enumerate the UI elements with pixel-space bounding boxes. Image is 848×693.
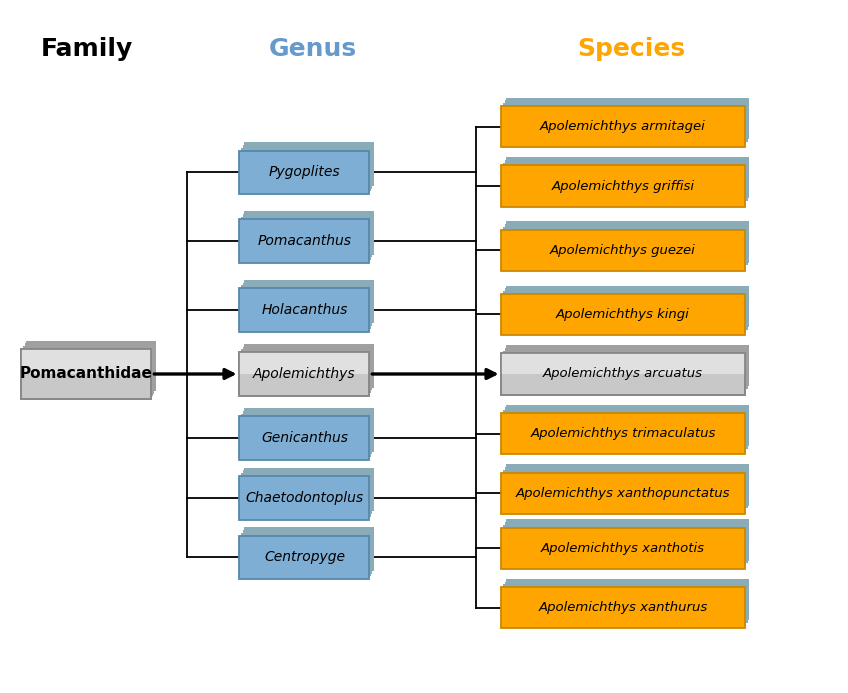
Text: Species: Species xyxy=(577,37,685,60)
Bar xyxy=(243,346,372,390)
Bar xyxy=(241,217,371,260)
Text: Apolemichthys xanthurus: Apolemichthys xanthurus xyxy=(538,602,708,614)
Bar xyxy=(503,351,746,392)
Bar xyxy=(505,581,748,623)
Bar xyxy=(239,150,370,194)
Bar xyxy=(239,352,370,374)
Bar xyxy=(501,166,745,207)
Bar xyxy=(21,349,152,399)
Text: Pygoplites: Pygoplites xyxy=(269,166,340,179)
Bar xyxy=(241,414,371,457)
Bar xyxy=(503,103,746,144)
Bar xyxy=(244,408,374,452)
Bar xyxy=(505,467,748,508)
Bar xyxy=(243,214,372,257)
Bar xyxy=(244,211,374,254)
Bar xyxy=(503,291,746,332)
Text: Genus: Genus xyxy=(269,37,357,60)
Bar xyxy=(505,288,748,330)
Bar xyxy=(243,283,372,326)
Bar xyxy=(243,530,372,574)
Bar xyxy=(241,473,371,517)
Text: Apolemichthys arcuatus: Apolemichthys arcuatus xyxy=(543,367,703,380)
Bar xyxy=(244,527,374,571)
Bar xyxy=(505,348,748,389)
Bar xyxy=(506,221,750,263)
Text: Apolemichthys: Apolemichthys xyxy=(253,367,356,381)
Bar xyxy=(241,286,371,329)
Bar xyxy=(239,352,370,396)
Bar xyxy=(501,473,745,514)
Bar xyxy=(241,533,371,577)
Bar xyxy=(239,536,370,579)
Bar xyxy=(503,163,746,204)
Text: Holacanthus: Holacanthus xyxy=(261,303,348,317)
Bar xyxy=(244,468,374,511)
Text: Family: Family xyxy=(41,37,132,60)
Bar xyxy=(503,584,746,626)
Bar xyxy=(23,346,153,396)
Bar xyxy=(506,286,750,327)
Bar xyxy=(506,157,750,198)
Bar xyxy=(505,224,748,265)
Bar xyxy=(501,587,745,629)
Bar xyxy=(501,353,745,394)
Bar xyxy=(505,522,748,563)
Text: Apolemichthys xanthopunctatus: Apolemichthys xanthopunctatus xyxy=(516,486,730,500)
Bar xyxy=(505,160,748,201)
Bar xyxy=(21,349,152,374)
Text: Apolemichthys griffisi: Apolemichthys griffisi xyxy=(551,179,695,193)
Text: Chaetodontoplus: Chaetodontoplus xyxy=(245,491,364,505)
Bar xyxy=(241,148,371,191)
Bar xyxy=(501,294,745,335)
Bar xyxy=(501,229,745,271)
Text: Pomacanthidae: Pomacanthidae xyxy=(20,367,153,382)
Text: Apolemichthys guezei: Apolemichthys guezei xyxy=(550,244,696,257)
Bar xyxy=(21,349,152,399)
Text: Apolemichthys xanthotis: Apolemichthys xanthotis xyxy=(541,542,705,554)
Bar xyxy=(239,352,370,396)
Bar xyxy=(243,145,372,188)
Bar xyxy=(503,470,746,511)
Bar xyxy=(506,519,750,561)
Bar xyxy=(243,411,372,455)
Bar xyxy=(503,227,746,268)
Bar xyxy=(239,288,370,332)
Bar xyxy=(243,471,372,514)
Bar xyxy=(25,343,154,394)
Text: Centropyge: Centropyge xyxy=(264,550,345,564)
Bar xyxy=(26,340,156,391)
Text: Genicanthus: Genicanthus xyxy=(261,431,348,445)
Bar xyxy=(501,527,745,569)
Text: Pomacanthus: Pomacanthus xyxy=(258,234,351,248)
Bar xyxy=(505,100,748,141)
Bar xyxy=(501,353,745,374)
Text: Apolemichthys armitagei: Apolemichthys armitagei xyxy=(540,120,706,133)
Bar xyxy=(241,349,371,393)
Bar xyxy=(244,280,374,324)
Bar xyxy=(505,407,748,448)
Bar xyxy=(244,344,374,387)
Bar xyxy=(506,345,750,387)
Bar xyxy=(503,525,746,566)
Bar xyxy=(506,98,750,139)
Bar xyxy=(501,413,745,454)
Bar xyxy=(503,410,746,451)
Bar xyxy=(239,416,370,460)
Bar xyxy=(239,219,370,263)
Bar xyxy=(501,353,745,394)
Bar xyxy=(501,106,745,147)
Bar xyxy=(506,405,750,446)
Text: Apolemichthys kingi: Apolemichthys kingi xyxy=(556,308,690,321)
Bar xyxy=(506,464,750,505)
Bar xyxy=(506,579,750,620)
Bar xyxy=(244,142,374,186)
Text: Apolemichthys trimaculatus: Apolemichthys trimaculatus xyxy=(530,427,716,440)
Bar xyxy=(239,476,370,520)
